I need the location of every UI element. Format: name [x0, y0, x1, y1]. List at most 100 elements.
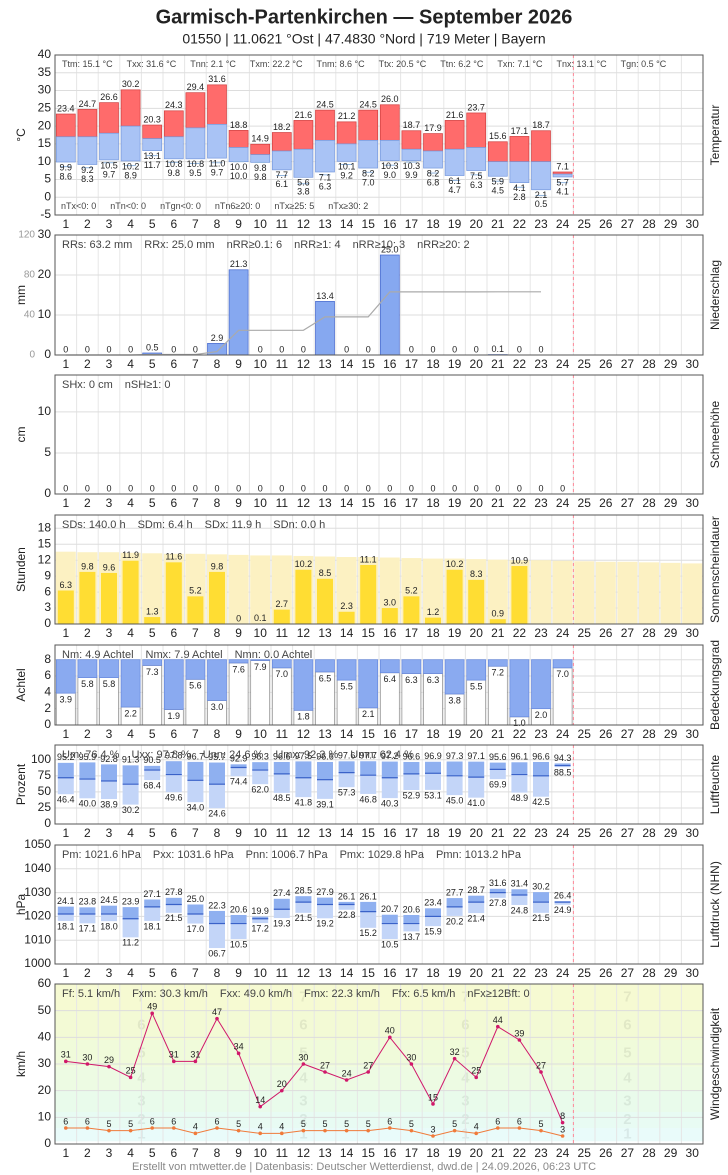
- snow-label: 0: [517, 483, 522, 493]
- y-tick-label: 30: [38, 1056, 52, 1070]
- tmin-label: 6.1: [448, 176, 461, 186]
- wind-label: 5: [538, 1119, 543, 1129]
- stat: Um: 76.4 %: [62, 749, 120, 761]
- y2-tick-label: 40: [24, 310, 36, 321]
- tgmin-label: 3.8: [297, 187, 310, 197]
- x-tick-label: 8: [214, 217, 221, 231]
- x-tick-label: 28: [642, 727, 656, 741]
- cloud-label: 2.2: [124, 708, 137, 718]
- stats: Um: 76.4 % Uxx: 97.8 % Unn: 24.6 % Umx: 92.…: [62, 749, 414, 761]
- stat: SDm: 6.4 h: [138, 519, 193, 531]
- x-tick-label: 19: [448, 626, 462, 640]
- tmin-label: 10.3: [403, 161, 421, 171]
- tmax-bar: [185, 92, 206, 129]
- x-tick-label: 25: [578, 626, 592, 640]
- x-tick-label: 27: [621, 357, 635, 371]
- x-tick-label: 21: [491, 1146, 505, 1160]
- max-label: 96.7: [187, 751, 205, 761]
- tmean-tmin-bar: [444, 148, 465, 176]
- cloud-label: 3.0: [211, 702, 224, 712]
- stat: Umx: 92.3 %: [275, 749, 338, 761]
- max-label: 23.4: [424, 898, 442, 908]
- lower-box: [511, 894, 528, 905]
- x-tick-label: 7: [192, 357, 199, 371]
- tgmin-label: 11.7: [144, 160, 161, 170]
- precip-label: 0: [106, 344, 111, 354]
- min-label: 42.5: [532, 797, 550, 807]
- x-tick-label: 27: [621, 217, 635, 231]
- tgmin-label: 9.8: [168, 168, 181, 178]
- precip-label: 0.5: [146, 342, 159, 352]
- x-tick-label: 3: [106, 357, 113, 371]
- x-tick-label: 12: [297, 727, 311, 741]
- wind-point: [280, 1088, 284, 1093]
- wind-label: 49: [147, 1002, 157, 1012]
- x-tick-label: 5: [149, 626, 156, 640]
- tmean-tmin-bar: [423, 150, 443, 169]
- x-tick-label: 8: [214, 626, 221, 640]
- x-tick-label: 15: [362, 727, 376, 741]
- stat: Fmx: 22.3 km/h: [304, 988, 380, 1000]
- x-tick-label: 29: [664, 357, 678, 371]
- wind-label: 6: [85, 1116, 90, 1126]
- wind-label: 14: [255, 1095, 265, 1105]
- x-tick-label: 5: [149, 357, 156, 371]
- stat: Tgn: 0.5 °C: [621, 59, 667, 69]
- x-tick-label: 7: [192, 1146, 199, 1160]
- count: nTx≥25: 5: [274, 201, 314, 211]
- upper-box: [101, 764, 117, 781]
- max-label: 28.5: [295, 886, 313, 896]
- upper-box: [273, 761, 290, 774]
- wind-label: 4: [193, 1122, 198, 1132]
- x-tick-label: 13: [318, 217, 332, 231]
- wind-label: 4: [279, 1122, 284, 1132]
- max-label: 97.2: [381, 751, 399, 761]
- x-tick-label: 30: [686, 496, 700, 510]
- tgmin-label: 7.0: [362, 177, 375, 187]
- stat: nRR≥20: 2: [417, 239, 470, 251]
- y-tick-label: 15: [38, 136, 52, 150]
- stat: nRR≥0.1: 6: [227, 239, 283, 251]
- tmax-bar: [466, 112, 487, 148]
- plot-frame: [54, 54, 704, 216]
- sun-label: 9.8: [81, 561, 94, 571]
- cloud-label: 7.3: [146, 667, 159, 677]
- x-tick-label: 28: [642, 966, 656, 980]
- tmean-tmin-bar: [271, 150, 292, 171]
- x-tick-label: 26: [599, 626, 613, 640]
- max-label: 90.5: [143, 755, 161, 765]
- x-tick-label: 8: [214, 357, 221, 371]
- tmin-label: 9.2: [81, 165, 94, 175]
- tmin-label: 9.9: [60, 162, 73, 172]
- cloud-bar: [120, 659, 141, 708]
- tmax-bar: [77, 109, 98, 138]
- wind-label: 34: [234, 1042, 244, 1052]
- tmax-bar: [120, 89, 141, 127]
- lower-box: [381, 923, 398, 940]
- tmean-tmin-bar: [99, 132, 119, 161]
- wind-label: 31: [190, 1050, 200, 1060]
- y-tick-label: 3: [44, 600, 51, 614]
- tmean-tmin-bar: [531, 161, 551, 191]
- lower-box: [252, 770, 269, 785]
- cloud-bar: [207, 659, 227, 701]
- cloud-label: 6.3: [405, 675, 418, 685]
- x-tick-label: 10: [254, 966, 268, 980]
- max-label: 96.6: [532, 751, 550, 761]
- cloud-label: 6.5: [319, 673, 332, 683]
- lower-box: [317, 904, 333, 919]
- wind-line: [65, 1011, 564, 1123]
- x-tick-label: 18: [426, 727, 440, 741]
- lower-box: [425, 773, 441, 790]
- min-label: 68.4: [143, 780, 161, 790]
- sun-label: 0: [236, 613, 241, 623]
- min-label: 21.5: [295, 913, 313, 923]
- max-label: 97.3: [446, 751, 464, 761]
- tmax-label: 21.2: [338, 111, 356, 121]
- tmean-tmin-bar: [185, 127, 206, 160]
- x-tick-label: 5: [149, 966, 156, 980]
- y-tick-label: 0: [44, 717, 51, 731]
- wind-point: [452, 1128, 457, 1133]
- max-label: 96.3: [251, 752, 269, 762]
- sun-label: 5.2: [405, 586, 418, 596]
